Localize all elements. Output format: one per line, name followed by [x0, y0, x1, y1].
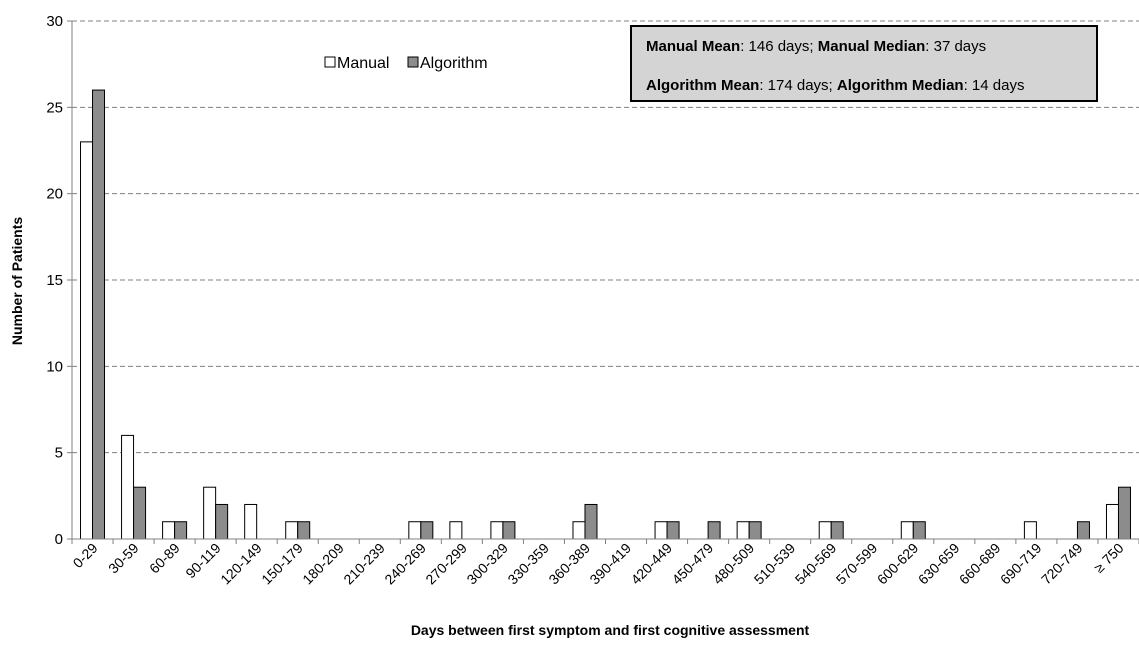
- summary-stats-algorithm: Algorithm Mean: 174 days; Algorithm Medi…: [646, 77, 1024, 94]
- bar-manual-480-509: [736, 521, 750, 540]
- bar-algorithm-30-59: [133, 486, 147, 540]
- legend: Manual Algorithm: [324, 55, 488, 72]
- stat-label: Algorithm Median: [836, 77, 964, 94]
- y-axis-ticks: 0 5 10 15 20 25 30: [46, 13, 72, 548]
- bars: [80, 89, 1131, 540]
- bar-algorithm-480-509: [748, 521, 762, 540]
- x-tick-label: 30-59: [105, 540, 142, 577]
- bar-algorithm-≥750: [1117, 486, 1131, 540]
- summary-stats-manual: Manual Mean: 146 days; Manual Median: 37…: [646, 38, 986, 55]
- stat-label: Manual Median: [817, 38, 926, 55]
- bar-manual-≥750: [1105, 503, 1119, 540]
- bar-manual-300-329: [490, 521, 504, 540]
- bar-manual-240-269: [408, 521, 422, 540]
- x-tick-label: 690-719: [997, 540, 1045, 588]
- legend-label-algorithm: Algorithm: [420, 55, 488, 72]
- x-tick-label: 600-629: [874, 540, 922, 588]
- stat-label: Manual Mean: [646, 38, 741, 55]
- bar-manual-600-629: [900, 521, 914, 540]
- x-tick-label: 450-479: [669, 540, 717, 588]
- y-tick-label: 5: [55, 445, 63, 462]
- bar-manual-150-179: [285, 521, 299, 540]
- bar-algorithm-0-29: [92, 89, 106, 540]
- bar-manual-270-299: [449, 521, 463, 540]
- x-tick-label: 420-449: [628, 540, 676, 588]
- y-axis-label: Number of Patients: [9, 217, 25, 346]
- stat-value: : 14 days: [963, 77, 1025, 94]
- x-tick-label: 630-659: [915, 540, 963, 588]
- x-axis-ticks: 0-29 30-59 60-89 90-119120-149150-179180-20…: [70, 539, 1139, 587]
- x-tick-label: 390-419: [586, 540, 634, 588]
- bar-algorithm-300-329: [502, 521, 516, 540]
- grid-lines: [72, 20, 1139, 454]
- y-tick-label: 10: [46, 358, 63, 375]
- bar-manual-60-89: [162, 521, 176, 540]
- x-tick-label: 570-599: [833, 540, 881, 588]
- x-tick-label: 0-29: [70, 540, 101, 571]
- bar-manual-690-719: [1023, 521, 1037, 540]
- summary-stats-box: Manual Mean: 146 days; Manual Median: 37…: [630, 25, 1098, 102]
- y-tick-label: 0: [55, 531, 63, 548]
- bar-manual-420-449: [654, 521, 668, 540]
- bar-manual-30-59: [121, 434, 135, 540]
- bar-manual-90-119: [203, 486, 217, 540]
- x-tick-label: 210-239: [340, 540, 388, 588]
- bar-manual-120-149: [244, 503, 258, 540]
- x-tick-label: 510-539: [751, 540, 799, 588]
- bar-algorithm-420-449: [666, 521, 680, 540]
- bar-algorithm-150-179: [297, 521, 311, 540]
- stat-value: : 37 days: [925, 38, 987, 55]
- bar-algorithm-540-569: [830, 521, 844, 540]
- bar-algorithm-60-89: [174, 521, 188, 540]
- x-axis-label: Days between first symptom and first cog…: [411, 622, 810, 638]
- bar-manual-0-29: [80, 141, 94, 540]
- legend-swatch-algorithm: [407, 56, 419, 68]
- x-tick-label: 180-209: [299, 540, 347, 588]
- y-tick-label: 20: [46, 186, 63, 203]
- x-tick-label: 120-149: [217, 540, 265, 588]
- bar-algorithm-450-479: [707, 521, 721, 540]
- stat-value: : 146 days;: [740, 38, 818, 55]
- x-tick-label: 150-179: [258, 540, 306, 588]
- legend-label-manual: Manual: [337, 55, 389, 72]
- x-tick-label: 300-329: [463, 540, 511, 588]
- legend-swatch-manual: [324, 56, 336, 68]
- x-tick-label: 270-299: [422, 540, 470, 588]
- bar-manual-360-389: [572, 521, 586, 540]
- x-tick-label: 660-689: [956, 540, 1004, 588]
- bar-algorithm-240-269: [420, 521, 434, 540]
- x-tick-label: ≥ 750: [1091, 540, 1127, 576]
- x-tick-label: 360-389: [545, 540, 593, 588]
- x-tick-label: 480-509: [710, 540, 758, 588]
- x-tick-label: 720-749: [1038, 540, 1086, 588]
- x-tick-label: 540-569: [792, 540, 840, 588]
- y-tick-label: 25: [46, 99, 63, 116]
- bar-algorithm-600-629: [912, 521, 926, 540]
- y-tick-label: 30: [46, 13, 63, 30]
- stat-value: : 174 days;: [759, 77, 837, 94]
- x-tick-label: 60-89: [146, 540, 183, 577]
- stat-label: Algorithm Mean: [646, 77, 760, 94]
- bar-algorithm-720-749: [1076, 521, 1090, 540]
- bar-algorithm-90-119: [215, 503, 229, 540]
- x-tick-label: 240-269: [381, 540, 429, 588]
- bar-algorithm-360-389: [584, 503, 598, 540]
- y-tick-label: 15: [46, 272, 63, 289]
- bar-manual-540-569: [818, 521, 832, 540]
- x-tick-label: 330-359: [504, 540, 552, 588]
